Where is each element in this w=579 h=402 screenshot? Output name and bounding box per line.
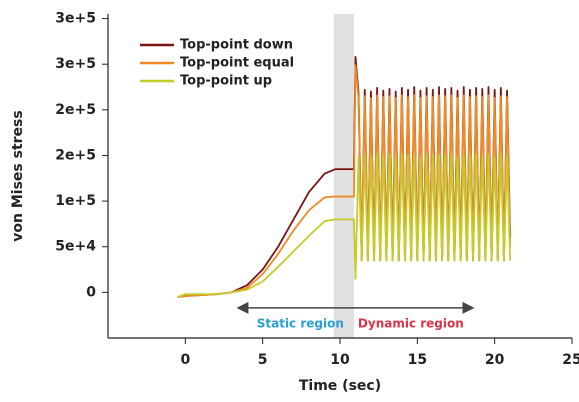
series-line: [177, 152, 512, 298]
y-tick-label: 5e+4: [55, 239, 96, 255]
y-tick-label: 0: [86, 284, 96, 300]
x-tick-label: 20: [485, 352, 505, 368]
y-tick-label: 1e+5: [55, 193, 96, 209]
x-tick-label: 5: [258, 352, 268, 368]
x-tick-label: 10: [330, 352, 350, 368]
annotation: Static region: [257, 316, 344, 330]
y-tick-label: 3e+5: [55, 11, 96, 27]
x-axis-label: Time (sec): [299, 378, 381, 394]
x-tick-label: 0: [180, 352, 190, 368]
y-axis-label: von Mises stress: [10, 110, 26, 241]
shaded-region: [333, 14, 354, 338]
y-tick-label: 2e+5: [55, 147, 96, 163]
x-tick-label: 25: [562, 352, 579, 368]
legend-label: Top-point equal: [180, 56, 294, 71]
legend-label: Top-point up: [180, 74, 272, 89]
y-tick-label: 3e+5: [55, 56, 96, 72]
annotation: Dynamic region: [358, 316, 464, 330]
legend-label: Top-point down: [180, 38, 293, 53]
y-tick-label: 2e+5: [55, 102, 96, 118]
x-tick-label: 15: [408, 352, 427, 368]
